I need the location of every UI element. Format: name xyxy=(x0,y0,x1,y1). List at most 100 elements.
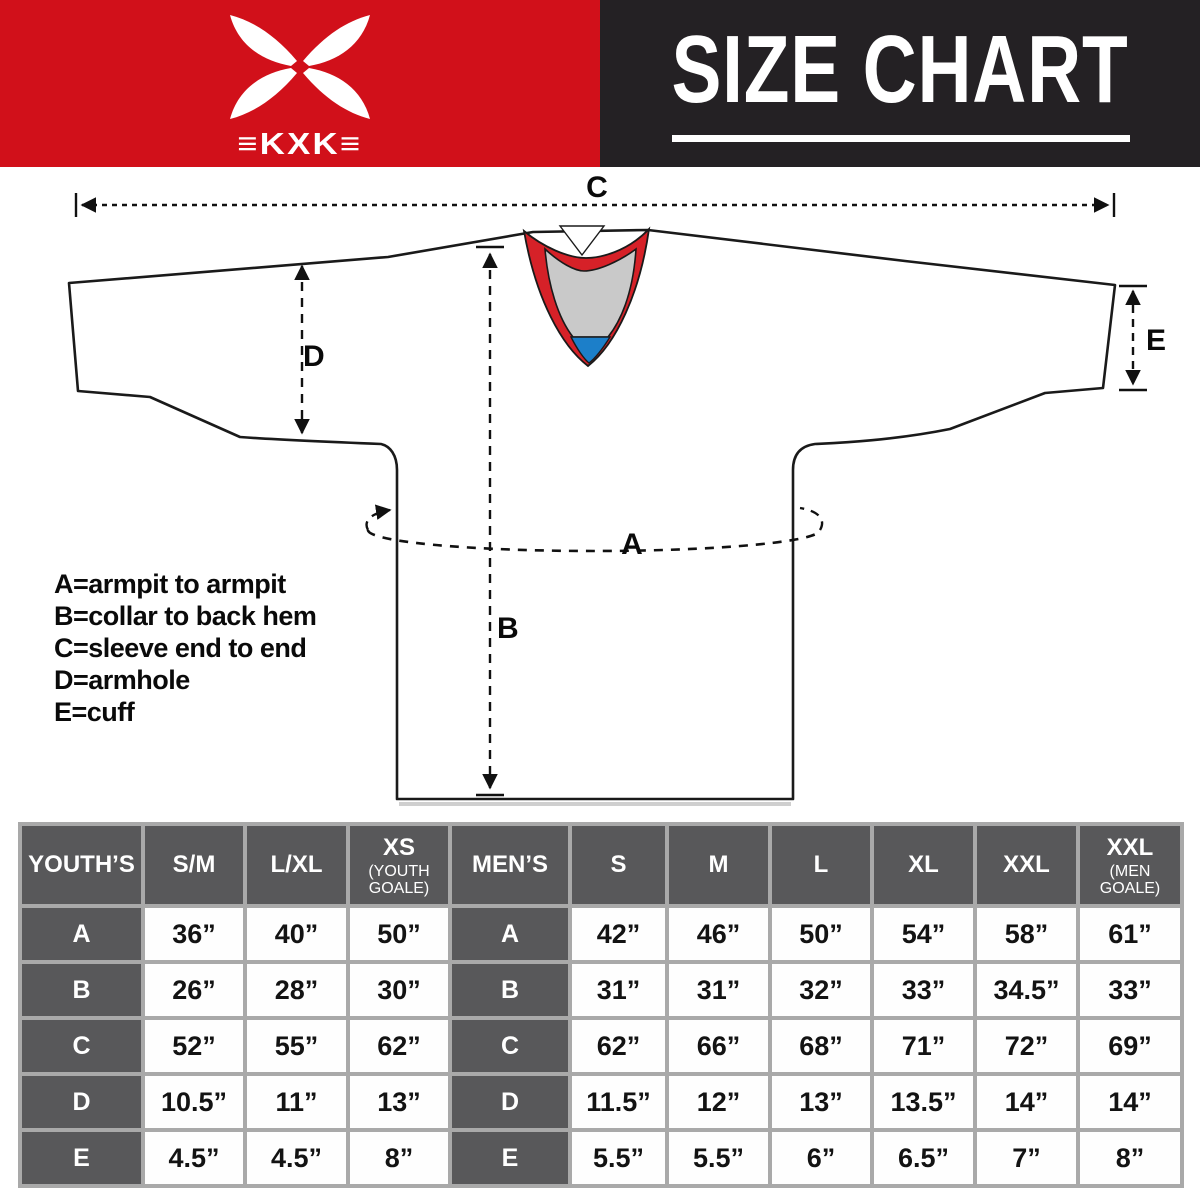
row-label: D xyxy=(448,1072,572,1132)
cell-value: 7” xyxy=(973,1128,1080,1188)
dim-label-b: B xyxy=(497,612,519,645)
legend-line-a: A=armpit to armpit xyxy=(54,569,286,599)
table-row: A 36” 40” 50” A 42” 46” 50” 54” 58” 61” xyxy=(18,904,1184,964)
col-header-mens: MEN’S xyxy=(448,822,572,908)
col-header-xxl-goalie: XXL (MEN GOALE) xyxy=(1076,822,1184,908)
cell-value: 72” xyxy=(973,1016,1080,1076)
measurement-legend: A=armpit to armpit B=collar to back hem … xyxy=(54,568,317,728)
collar-notch xyxy=(558,225,606,257)
col-header-m: M xyxy=(665,822,772,908)
title-underline xyxy=(672,135,1130,142)
jersey-diagram: C D B E A xyxy=(67,171,1166,806)
dim-label-a: A xyxy=(621,528,643,561)
row-label: A xyxy=(18,904,145,964)
col-header-youths: YOUTH’S xyxy=(18,822,145,908)
cell-value: 34.5” xyxy=(973,960,1080,1020)
col-header-xxl: XXL xyxy=(973,822,1080,908)
col-header-xs-goalie: XS (YOUTH GOALE) xyxy=(346,822,452,908)
table-row: D 10.5” 11” 13” D 11.5” 12” 13” 13.5” 14… xyxy=(18,1072,1184,1132)
cell-value: 4.5” xyxy=(243,1128,350,1188)
cell-value: 55” xyxy=(243,1016,350,1076)
cell-value: 11.5” xyxy=(568,1072,669,1132)
table-row: C 52” 55” 62” C 62” 66” 68” 71” 72” 69” xyxy=(18,1016,1184,1076)
cell-value: 62” xyxy=(346,1016,452,1076)
cell-value: 36” xyxy=(141,904,247,964)
cell-value: 8” xyxy=(346,1128,452,1188)
brand-logo-text: ≡KXK≡ xyxy=(237,126,363,161)
table-header-row: YOUTH’S S/M L/XL XS (YOUTH GOALE) MEN’S … xyxy=(18,822,1184,908)
cell-value: 40” xyxy=(243,904,350,964)
cell-value: 31” xyxy=(568,960,669,1020)
cell-value: 30” xyxy=(346,960,452,1020)
col-header-xl: XL xyxy=(870,822,977,908)
collar xyxy=(522,225,651,368)
page-title: SIZE CHART xyxy=(671,16,1129,123)
cell-value: 31” xyxy=(665,960,772,1020)
legend-line-c: C=sleeve end to end xyxy=(54,633,307,663)
dim-line-e xyxy=(1119,284,1147,392)
cell-value: 26” xyxy=(141,960,247,1020)
row-label: C xyxy=(448,1016,572,1076)
col-header-lxl: L/XL xyxy=(243,822,350,908)
cell-value: 42” xyxy=(568,904,669,964)
title-banner: SIZE CHART xyxy=(600,0,1200,167)
legend-line-d: D=armhole xyxy=(54,665,190,695)
col-header-sm: S/M xyxy=(141,822,247,908)
cell-value: 33” xyxy=(1076,960,1184,1020)
cell-value: 13” xyxy=(768,1072,874,1132)
cell-value: 62” xyxy=(568,1016,669,1076)
cell-value: 71” xyxy=(870,1016,977,1076)
row-label: E xyxy=(448,1128,572,1188)
cell-value: 10.5” xyxy=(141,1072,247,1132)
col-header-s: S xyxy=(568,822,669,908)
jersey-outline xyxy=(67,228,1117,801)
table-row: E 4.5” 4.5” 8” E 5.5” 5.5” 6” 6.5” 7” 8” xyxy=(18,1128,1184,1188)
cell-value: 14” xyxy=(973,1072,1080,1132)
cell-value: 69” xyxy=(1076,1016,1184,1076)
cell-value: 50” xyxy=(768,904,874,964)
cell-value: 32” xyxy=(768,960,874,1020)
dim-line-c xyxy=(74,193,1116,217)
cell-value: 33” xyxy=(870,960,977,1020)
kxk-logo-icon xyxy=(230,15,370,119)
row-label: A xyxy=(448,904,572,964)
legend-line-e: E=cuff xyxy=(54,697,135,727)
cell-value: 6.5” xyxy=(870,1128,977,1188)
cell-value: 54” xyxy=(870,904,977,964)
dim-line-a xyxy=(365,504,824,553)
cell-value: 28” xyxy=(243,960,350,1020)
cell-value: 61” xyxy=(1076,904,1184,964)
cell-value: 66” xyxy=(665,1016,772,1076)
dim-label-e: E xyxy=(1146,324,1166,357)
dim-label-d: D xyxy=(303,340,325,373)
cell-value: 12” xyxy=(665,1072,772,1132)
cell-value: 14” xyxy=(1076,1072,1184,1132)
table-row: B 26” 28” 30” B 31” 31” 32” 33” 34.5” 33… xyxy=(18,960,1184,1020)
cell-value: 8” xyxy=(1076,1128,1184,1188)
row-label: B xyxy=(18,960,145,1020)
row-label: C xyxy=(18,1016,145,1076)
cell-value: 11” xyxy=(243,1072,350,1132)
cell-value: 5.5” xyxy=(568,1128,669,1188)
cell-value: 46” xyxy=(665,904,772,964)
cell-value: 13” xyxy=(346,1072,452,1132)
cell-value: 50” xyxy=(346,904,452,964)
brand-banner: ≡KXK≡ xyxy=(0,0,600,167)
row-label: E xyxy=(18,1128,145,1188)
dim-label-c: C xyxy=(586,171,608,204)
dim-line-b xyxy=(476,245,504,797)
row-label: D xyxy=(18,1072,145,1132)
collar-inner-gray xyxy=(544,247,637,338)
cell-value: 4.5” xyxy=(141,1128,247,1188)
col-header-l: L xyxy=(768,822,874,908)
cell-value: 5.5” xyxy=(665,1128,772,1188)
cell-value: 6” xyxy=(768,1128,874,1188)
legend-line-b: B=collar to back hem xyxy=(54,601,317,631)
collar-blue-insert xyxy=(569,336,612,364)
cell-value: 52” xyxy=(141,1016,247,1076)
size-table: YOUTH’S S/M L/XL XS (YOUTH GOALE) MEN’S … xyxy=(18,822,1184,1188)
cell-value: 13.5” xyxy=(870,1072,977,1132)
row-label: B xyxy=(448,960,572,1020)
cell-value: 58” xyxy=(973,904,1080,964)
